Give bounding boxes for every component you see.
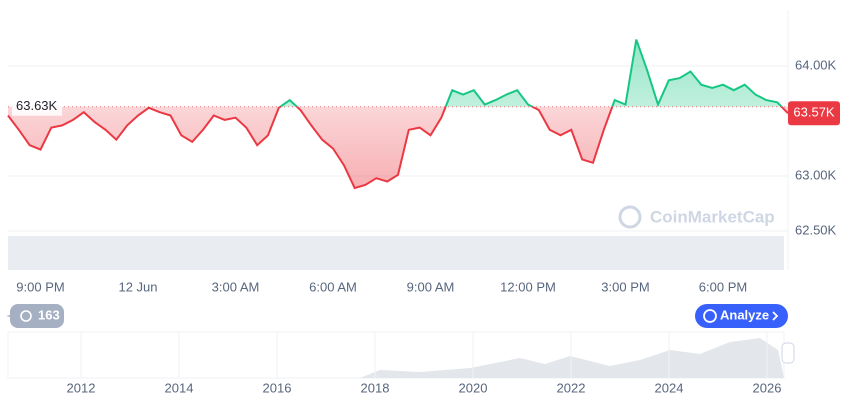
x-tick-label: 6:00 PM: [699, 279, 747, 294]
y-tick-label: 63.00K: [795, 167, 837, 182]
navigator-year: 2018: [361, 380, 390, 395]
navigator-year: 2014: [165, 380, 194, 395]
line-up: [148, 39, 783, 107]
area-down: [8, 106, 788, 189]
history-count: 163: [38, 307, 60, 322]
x-tick-label: 3:00 AM: [212, 279, 260, 294]
navigator-year: 2024: [655, 380, 684, 395]
last-price-label: 63.57K: [793, 105, 835, 120]
navigator-year: 2022: [557, 380, 586, 395]
watermark-text: CoinMarketCap: [650, 207, 775, 226]
x-tick-label: 9:00 AM: [407, 279, 455, 294]
line-down: [7, 106, 789, 190]
analyze-label: Analyze: [720, 307, 769, 322]
volume-area: [8, 236, 784, 270]
x-tick-label: 3:00 PM: [601, 279, 649, 294]
history-badge[interactable]: 163: [6, 304, 64, 328]
navigator-year: 2016: [263, 380, 292, 395]
navigator-year: 2026: [753, 380, 782, 395]
reference-label-bg: [12, 97, 62, 116]
x-tick-label: 6:00 AM: [309, 279, 357, 294]
y-tick-label: 64.00K: [795, 57, 837, 72]
x-tick-label: 9:00 PM: [16, 279, 64, 294]
watermark: CoinMarketCap: [618, 205, 775, 229]
area-up: [280, 39, 782, 107]
navigator-year: 2012: [67, 380, 96, 395]
navigator: [7, 331, 795, 379]
analyze-button[interactable]: Analyze: [695, 304, 788, 328]
reference-label: 63.63K: [16, 98, 58, 113]
x-tick-label: 12 Jun: [118, 279, 157, 294]
y-tick-label: 62.50K: [795, 222, 837, 237]
last-price-badge: [788, 101, 840, 126]
x-tick-label: 12:00 PM: [500, 279, 556, 294]
navigator-year: 2020: [459, 380, 488, 395]
